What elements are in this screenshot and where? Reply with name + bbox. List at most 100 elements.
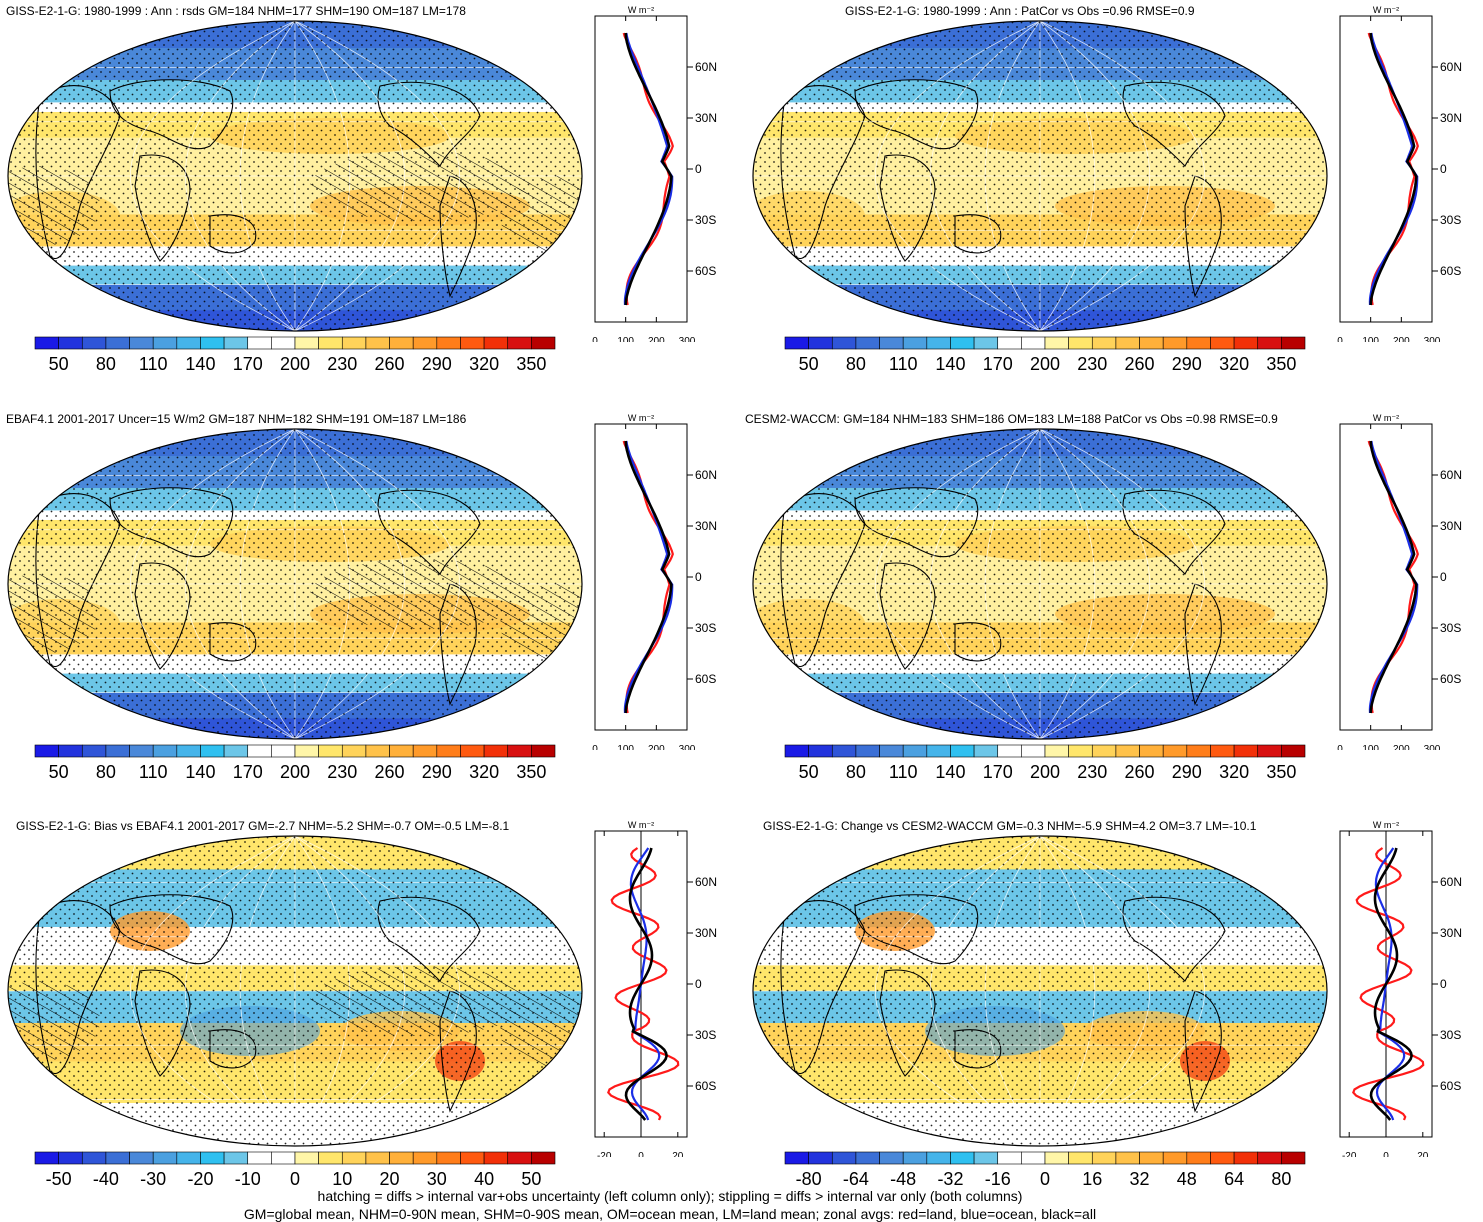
- zonal-x-label: -20: [597, 1151, 612, 1157]
- colorbar-swatch: [1115, 1151, 1140, 1165]
- colorbar-swatch: [341, 336, 367, 350]
- colorbar-tick-label: 32: [1130, 1169, 1150, 1189]
- colorbar-swatch: [294, 1151, 319, 1165]
- colorbar-swatch: [1210, 744, 1235, 758]
- colorbar-tick-label: 230: [327, 762, 357, 782]
- colorbar-tick-label: -64: [843, 1169, 869, 1189]
- colorbar-tick-label: 140: [185, 354, 215, 374]
- colorbar-swatch: [294, 744, 319, 758]
- colorbar-tick-label: 350: [1266, 354, 1296, 374]
- colorbar: 50 80 110 140 170 200 230 260 290 320 350: [34, 744, 556, 782]
- colorbar: 50 80 110 140 170 200 230 260 290 320 350: [784, 336, 1306, 374]
- colorbar-tick-label: 230: [327, 354, 357, 374]
- zonal-line-all: [624, 440, 673, 714]
- colorbar-swatch: [879, 744, 904, 758]
- zonal-lat-label: 60N: [1440, 875, 1462, 889]
- colorbar-tick-label: 80: [96, 354, 116, 374]
- colorbar-swatch: [902, 744, 928, 758]
- colorbar-swatch: [389, 336, 414, 350]
- colorbar-swatch: [460, 744, 485, 758]
- colorbar-tick-label: -30: [140, 1169, 166, 1189]
- colorbar-tick-label: 170: [233, 354, 263, 374]
- panel-title: GISS-E2-1-G: 1980-1999 : Ann : PatCor vs…: [845, 4, 1195, 18]
- colorbar-swatch: [460, 336, 485, 350]
- zonal-mean-plot: W m⁻² 60N 30N 0 30S 60S 0 100 200 300: [592, 413, 717, 750]
- colorbar-swatch: [152, 1151, 178, 1165]
- panel-model-patcor: GISS-E2-1-G: 1980-1999 : Ann : PatCor vs…: [745, 0, 1483, 405]
- zonal-mean-plot: W m⁻² 60N 30N 0 30S 60S -20 0 20: [1339, 820, 1462, 1157]
- colorbar-tick-label: 290: [422, 354, 452, 374]
- colorbar-swatch: [460, 1151, 485, 1165]
- colorbar-swatch: [247, 744, 272, 758]
- zonal-x-label: 20: [1417, 1151, 1429, 1157]
- zonal-lat-label: 0: [695, 977, 702, 991]
- colorbar-swatch: [436, 336, 461, 350]
- zonal-mean-plot: W m⁻² 60N 30N 0 30S 60S 0 100 200 300: [1337, 5, 1462, 342]
- colorbar-swatch: [1021, 336, 1046, 350]
- zonal-x-label: 200: [648, 336, 665, 342]
- colorbar-swatch: [365, 744, 390, 758]
- colorbar-tick-label: 320: [1219, 762, 1249, 782]
- colorbar-tick-label: 16: [1082, 1169, 1102, 1189]
- colorbar-swatch: [784, 1151, 809, 1165]
- colorbar-swatch: [1186, 744, 1211, 758]
- footer-note-legend: GM=global mean, NHM=0-90N mean, SHM=0-90…: [243, 1206, 1097, 1222]
- colorbar-swatch: [997, 1151, 1022, 1165]
- colorbar-swatch: [483, 744, 509, 758]
- zonal-lat-label: 30N: [695, 926, 717, 940]
- colorbar-swatch: [365, 1151, 390, 1165]
- colorbar-tick-label: 50: [799, 354, 819, 374]
- colorbar-swatch: [200, 336, 225, 350]
- colorbar-swatch: [507, 336, 532, 350]
- colorbar-swatch: [34, 336, 59, 350]
- colorbar-swatch: [412, 744, 438, 758]
- colorbar-swatch: [831, 744, 857, 758]
- colorbar-tick-label: 290: [1172, 354, 1202, 374]
- zonal-x-label: 20: [672, 1151, 684, 1157]
- colorbar-swatch: [784, 744, 809, 758]
- zonal-x-label: 100: [617, 336, 634, 342]
- colorbar: -50 -40 -30 -20 -10 0 10 20 30 40 50: [34, 1151, 556, 1189]
- colorbar-swatch: [271, 336, 296, 350]
- zonal-lat-label: 30N: [695, 519, 717, 533]
- zonal-unit-label: W m⁻²: [1373, 413, 1399, 423]
- colorbar-swatch: [855, 336, 880, 350]
- colorbar-swatch: [531, 1151, 556, 1165]
- colorbar-swatch: [1281, 1151, 1306, 1165]
- zonal-x-label: 300: [679, 336, 696, 342]
- zonal-x-label: 200: [648, 744, 665, 750]
- zonal-lat-label: 30S: [1440, 621, 1461, 635]
- zonal-x-label: 0: [1337, 336, 1343, 342]
- colorbar-swatch: [855, 1151, 880, 1165]
- zonal-lat-label: 0: [1440, 162, 1447, 176]
- colorbar-swatch: [271, 1151, 296, 1165]
- zonal-mean-plot: W m⁻² 60N 30N 0 30S 60S 0 100 200 300: [592, 5, 717, 342]
- colorbar-swatch: [81, 744, 107, 758]
- colorbar-swatch: [950, 336, 975, 350]
- colorbar-tick-label: 80: [846, 354, 866, 374]
- colorbar: 50 80 110 140 170 200 230 260 290 320 350: [784, 744, 1306, 782]
- zonal-lat-label: 30N: [1440, 519, 1462, 533]
- world-map: [752, 20, 1328, 332]
- colorbar-swatch: [318, 1151, 343, 1165]
- zonal-lat-label: 60N: [695, 60, 717, 74]
- world-map: [7, 20, 583, 332]
- colorbar-tick-label: 200: [1030, 762, 1060, 782]
- colorbar-tick-label: 170: [983, 762, 1013, 782]
- panel-title: GISS-E2-1-G: Change vs CESM2-WACCM GM=-0…: [763, 819, 1257, 833]
- colorbar-tick-label: 50: [521, 1169, 541, 1189]
- colorbar-tick-label: 260: [1125, 354, 1155, 374]
- colorbar-swatch: [531, 336, 556, 350]
- colorbar-swatch: [808, 744, 833, 758]
- panel-model-rsds: GISS-E2-1-G: 1980-1999 : Ann : rsds GM=1…: [0, 0, 740, 405]
- colorbar-tick-label: -50: [46, 1169, 72, 1189]
- zonal-lat-label: 60S: [1440, 1079, 1461, 1093]
- colorbar-swatch: [950, 1151, 975, 1165]
- colorbar-swatch: [1257, 744, 1282, 758]
- colorbar-swatch: [200, 1151, 225, 1165]
- colorbar-tick-label: 0: [1040, 1169, 1050, 1189]
- zonal-lat-label: 30S: [695, 1028, 716, 1042]
- colorbar-tick-label: 50: [49, 762, 69, 782]
- zonal-lat-label: 60S: [1440, 672, 1461, 686]
- colorbar-swatch: [831, 336, 857, 350]
